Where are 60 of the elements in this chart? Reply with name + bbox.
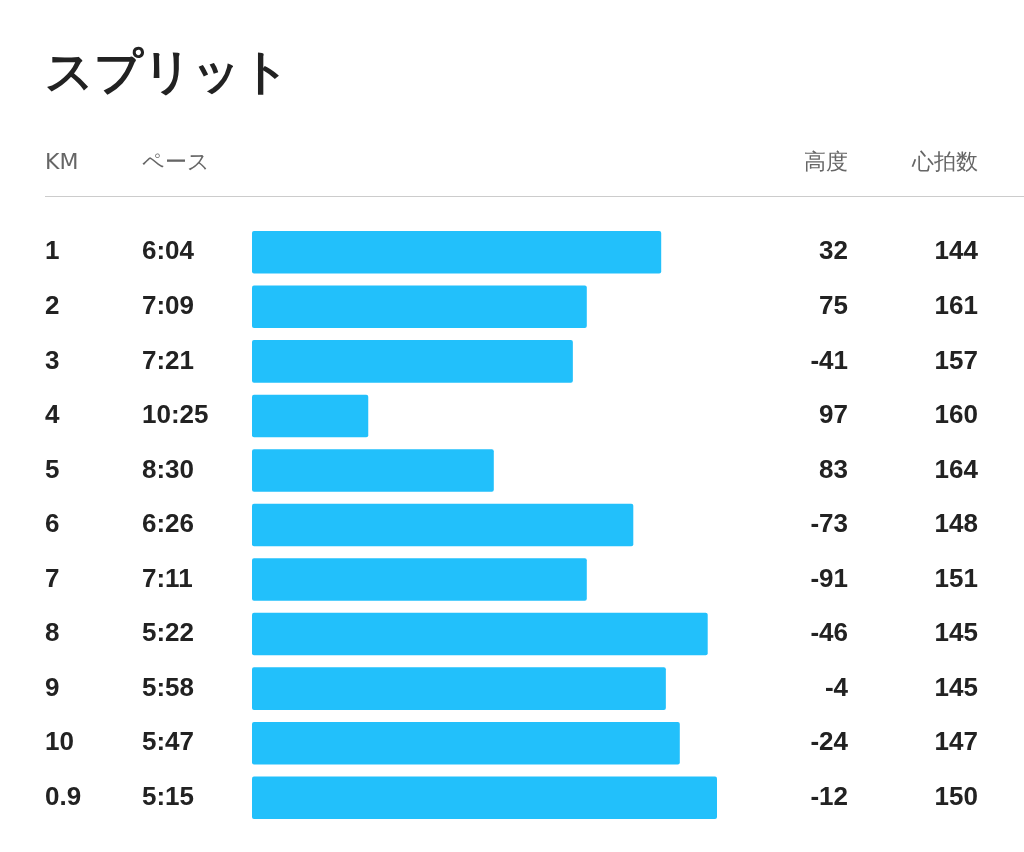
text: -91 [810,562,848,593]
bar [252,285,587,329]
text: 83 [819,453,848,484]
y-tick-label: 1 [45,235,60,266]
text: 7:21 [142,344,195,375]
text: -24 [810,726,849,757]
text: 7:11 [142,562,193,593]
text: 7:09 [142,289,195,320]
text: 6:26 [142,508,195,539]
bar [252,721,680,765]
text: -73 [810,508,848,539]
text: 5:58 [142,671,195,702]
bar [252,503,634,547]
text: 145 [934,671,978,702]
text: 145 [934,617,978,648]
y-tick-label: 7 [45,562,60,593]
text: 151 [934,562,978,593]
y-axis-title: KM [45,148,79,174]
text: -41 [810,344,848,375]
text: 5:22 [142,617,195,648]
text: 97 [819,399,848,430]
text: 5:15 [142,780,195,811]
text: 164 [934,453,979,484]
text: 150 [934,780,978,811]
text: -4 [824,671,849,702]
bar [252,449,494,492]
text: 75 [819,289,848,320]
bar [252,394,369,438]
text: 10:25 [142,399,209,430]
text: -46 [810,617,848,648]
bar [252,558,587,601]
y-tick-label: 0.9 [45,780,82,811]
text: 8:30 [142,453,195,484]
bar [252,231,662,274]
text: 6:04 [142,235,195,266]
bar [252,612,708,656]
x-axis-title: ペース [142,148,210,174]
y-tick-label: 5 [45,453,60,484]
y-tick-label: 6 [45,508,60,539]
bar [252,340,573,383]
text: -12 [810,780,848,811]
text: 160 [934,399,978,430]
text: 心拍数 [911,148,978,174]
y-tick-label: 10 [45,726,74,757]
y-tick-label: 9 [45,671,60,702]
y-tick-label: 3 [45,344,60,375]
text: 高度 [804,148,848,174]
text: 5:47 [142,726,195,757]
y-tick-label: 4 [45,399,60,430]
text: 147 [934,726,978,757]
text: 144 [934,235,979,266]
bar [252,776,717,819]
y-tick-label: 8 [45,617,60,648]
text: 32 [819,235,848,266]
bar [252,667,666,710]
text: 148 [934,508,978,539]
text: 161 [934,289,978,320]
text: 157 [934,344,978,375]
y-tick-label: 2 [45,289,60,320]
chart-title: スプリット [45,42,290,101]
